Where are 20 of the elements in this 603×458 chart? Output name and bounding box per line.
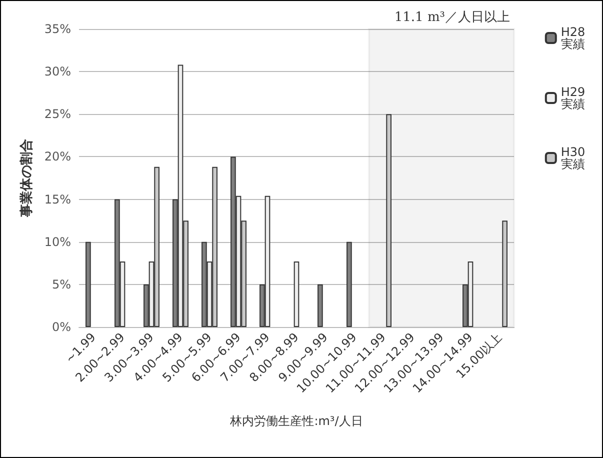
legend-label: H29 実績 [560,85,589,111]
legend-label: H28 実績 [560,25,589,51]
band-label: 11.1 m³／人日以上 [394,10,510,25]
x-axis-title: 林内労働生産性:m³/人日 [229,414,363,428]
bar [386,114,392,327]
legend-label: H30 実績 [560,145,589,171]
y-tick-label: 25% [44,107,71,122]
bar [502,220,508,327]
y-tick-label: 0% [52,320,71,334]
bar [318,284,323,327]
bar [346,242,352,327]
y-tick-label: 20% [44,150,71,164]
y-tick-label: 35% [44,22,71,36]
y-tick-label: 5% [52,277,71,292]
y-tick-label: 10% [44,234,71,249]
y-axis-title: 事業体の割合 [18,139,34,218]
y-tick-label: 30% [44,64,71,79]
bar [86,242,91,327]
y-tick-label: 15% [44,192,71,206]
bar [294,261,300,327]
